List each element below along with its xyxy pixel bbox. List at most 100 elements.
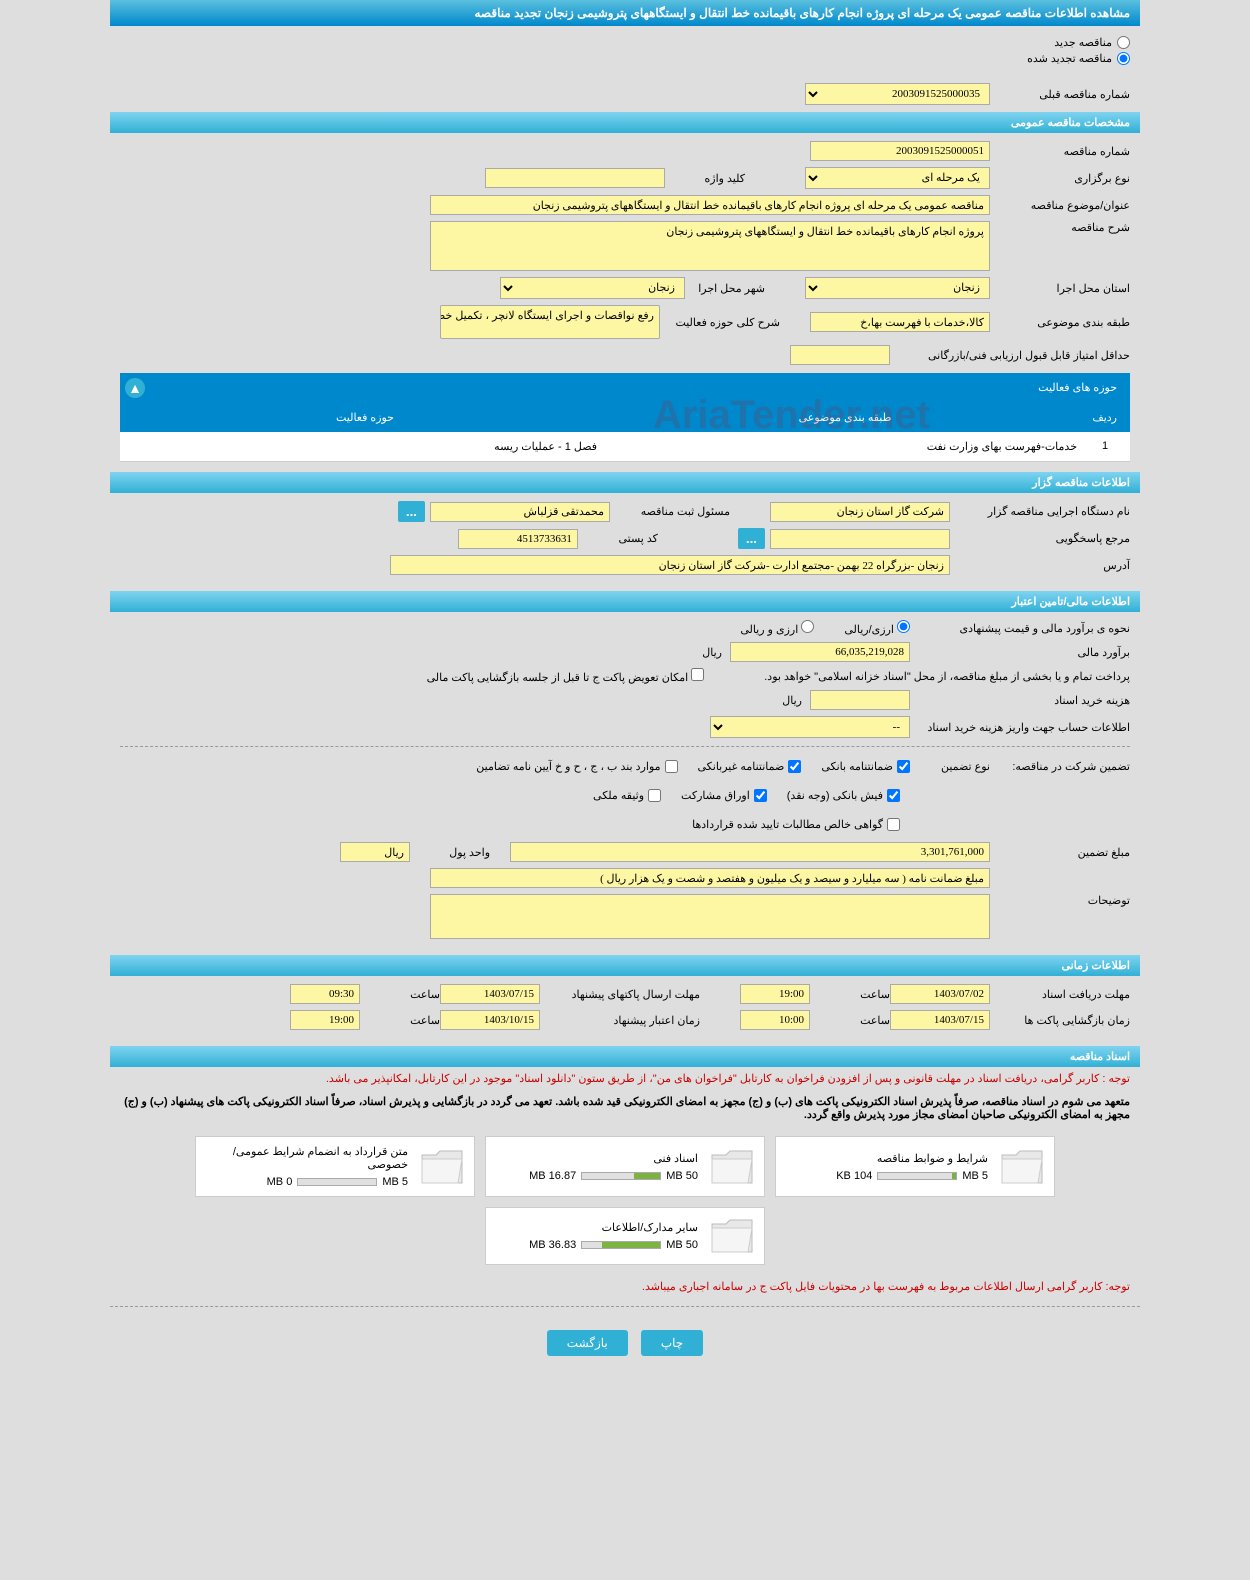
doc-fee-input[interactable]	[810, 690, 910, 710]
time-label-1: ساعت	[810, 988, 890, 1001]
guarantee-type-label: نوع تضمین	[910, 760, 990, 773]
g-unit-input[interactable]	[340, 842, 410, 862]
category-input[interactable]	[810, 312, 990, 332]
doc-deadline-date[interactable]	[890, 984, 990, 1004]
g-amount-input[interactable]	[510, 842, 990, 862]
g-bonds[interactable]: موارد بند ب ، ج ، ح و خ آیین نامه تضامین	[476, 760, 677, 773]
doc-deadline-time[interactable]	[740, 984, 810, 1004]
folder-icon	[418, 1147, 466, 1187]
radio-new-tender[interactable]: مناقصه جدید	[1054, 36, 1130, 49]
radio-renewed-tender[interactable]: مناقصه تجدید شده	[1027, 52, 1130, 65]
holding-type-select[interactable]: یک مرحله ای	[805, 167, 990, 189]
doc-card[interactable]: شرایط و ضوابط مناقصه 5 MB 104 KB	[775, 1136, 1055, 1197]
prev-tender-label: شماره مناقصه قبلی	[990, 88, 1130, 101]
validity-time[interactable]	[290, 1010, 360, 1030]
th-idx: ردیف	[1085, 408, 1125, 427]
th-act: حوزه فعالیت	[125, 408, 605, 427]
prev-tender-select[interactable]: 2003091525000035	[805, 83, 990, 105]
responder-lookup-button[interactable]: ...	[738, 528, 765, 549]
open-date[interactable]	[890, 1010, 990, 1030]
doc-total: 50 MB	[666, 1239, 698, 1251]
page-title: مشاهده اطلاعات مناقصه عمومی یک مرحله ای …	[110, 0, 1140, 26]
doc-title: متن قرارداد به انضمام شرایط عمومی/خصوصی	[204, 1145, 408, 1171]
time-label-3: ساعت	[810, 1014, 890, 1027]
validity-label: زمان اعتبار پیشنهاد	[540, 1014, 700, 1027]
radio-new-label: مناقصه جدید	[1054, 36, 1112, 49]
activity-table-title: حوزه های فعالیت	[145, 378, 1125, 398]
radio-renewed-input[interactable]	[1117, 52, 1130, 65]
validity-date[interactable]	[440, 1010, 540, 1030]
min-score-input[interactable]	[790, 345, 890, 365]
doc-progress	[297, 1178, 377, 1186]
td-act: فصل 1 - عملیات ریسه	[125, 437, 605, 456]
org-input[interactable]	[770, 502, 950, 522]
docs-note3: توجه: کاربر گرامی ارسال اطلاعات مربوط به…	[110, 1275, 1140, 1298]
section-holder: نام دستگاه اجرایی مناقصه گزار مسئول ثبت …	[110, 493, 1140, 589]
collapse-icon[interactable]: ▲	[125, 378, 145, 398]
reg-officer-label: مسئول ثبت مناقصه	[610, 505, 730, 518]
pkg-swap-check[interactable]: امکان تعویض پاکت ج تا قبل از جلسه بازگشا…	[427, 668, 705, 684]
doc-used: 0 MB	[267, 1176, 293, 1188]
radio-both[interactable]: ارزی و ریالی	[740, 620, 814, 636]
holding-type-label: نوع برگزاری	[990, 172, 1130, 185]
radio-rial-label: ارزی/ریالی	[844, 624, 894, 636]
province-select[interactable]: زنجان	[805, 277, 990, 299]
print-button[interactable]: چاپ	[641, 1330, 703, 1356]
docs-note1: توجه : کاربر گرامی، دریافت اسناد در مهلت…	[110, 1067, 1140, 1090]
responder-input[interactable]	[770, 529, 950, 549]
desc-textarea[interactable]: پروژه انجام کارهای باقیمانده خط انتقال و…	[430, 221, 990, 271]
open-label: زمان بازگشایی پاکت ها	[990, 1014, 1130, 1027]
g-securities[interactable]: اوراق مشارکت	[681, 789, 767, 802]
pkg-swap-input[interactable]	[691, 668, 704, 681]
activity-desc-select[interactable]: رفع نواقصات و اجرای ایستگاه لانچر ، تکمی…	[440, 305, 660, 339]
open-time[interactable]	[740, 1010, 810, 1030]
g-confirmed[interactable]: گواهی خالص مطالبات تایید شده قراردادها	[692, 818, 900, 831]
activity-table-header: حوزه های فعالیت ▲	[120, 373, 1130, 403]
radio-rial-input[interactable]	[897, 620, 910, 633]
radio-rial[interactable]: ارزی/ریالی	[844, 620, 910, 636]
footer-buttons: چاپ بازگشت	[110, 1315, 1140, 1371]
section-docs-header: اسناد مناقصه	[110, 1046, 1140, 1067]
g-property[interactable]: وثیقه ملکی	[593, 789, 661, 802]
docs-note2: متعهد می شوم در اسناد مناقصه، صرفاً پذیر…	[110, 1090, 1140, 1126]
min-score-label: حداقل امتیاز قابل قبول ارزیابی فنی/بازرگ…	[890, 349, 1130, 362]
doc-card[interactable]: متن قرارداد به انضمام شرایط عمومی/خصوصی …	[195, 1136, 475, 1197]
reg-officer-input[interactable]	[430, 502, 610, 522]
lookup-button[interactable]: ...	[398, 501, 425, 522]
keyword-label: کلید واژه	[665, 172, 745, 185]
section-holder-header: اطلاعات مناقصه گزار	[110, 472, 1140, 493]
subject-input[interactable]	[430, 195, 990, 215]
time-label-2: ساعت	[360, 988, 440, 1001]
pkg-deadline-time[interactable]	[290, 984, 360, 1004]
est-value-label: برآورد مالی	[910, 646, 1130, 659]
th-cat: طبقه بندی موضوعی	[605, 408, 1085, 427]
radio-new-input[interactable]	[1117, 36, 1130, 49]
tender-type-radios: مناقصه جدید مناقصه تجدید شده	[110, 26, 1140, 78]
radio-both-input[interactable]	[801, 620, 814, 633]
province-label: استان محل اجرا	[990, 282, 1130, 295]
folder-icon	[708, 1147, 756, 1187]
doc-progress	[581, 1241, 661, 1249]
pkg-swap-label: امکان تعویض پاکت ج تا قبل از جلسه بازگشا…	[427, 672, 689, 684]
guarantee-label: تضمین شرکت در مناقصه:	[990, 760, 1130, 773]
g-bank[interactable]: ضمانتنامه بانکی	[821, 760, 910, 773]
address-input[interactable]	[390, 555, 950, 575]
est-value-input[interactable]	[730, 642, 910, 662]
back-button[interactable]: بازگشت	[547, 1330, 628, 1356]
org-label: نام دستگاه اجرایی مناقصه گزار	[950, 505, 1130, 518]
postal-input[interactable]	[458, 529, 578, 549]
doc-fee-label: هزینه خرید اسناد	[910, 694, 1130, 707]
section-timing: مهلت دریافت اسناد ساعت مهلت ارسال پاکتها…	[110, 976, 1140, 1044]
remarks-textarea[interactable]	[430, 894, 990, 939]
pkg-deadline-date[interactable]	[440, 984, 540, 1004]
city-label: شهر محل اجرا	[685, 282, 765, 295]
keyword-input[interactable]	[485, 168, 665, 188]
city-select[interactable]: زنجان	[500, 277, 685, 299]
account-info-select[interactable]: --	[710, 716, 910, 738]
radio-both-label: ارزی و ریالی	[740, 624, 798, 636]
g-receipt[interactable]: فیش بانکی (وجه نقد)	[787, 789, 900, 802]
g-nonbank[interactable]: ضمانتنامه غیربانکی	[698, 760, 802, 773]
tender-no-input[interactable]	[810, 141, 990, 161]
doc-card[interactable]: اسناد فنی 50 MB 16.87 MB	[485, 1136, 765, 1197]
doc-card[interactable]: سایر مدارک/اطلاعات 50 MB 36.83 MB	[485, 1207, 765, 1265]
